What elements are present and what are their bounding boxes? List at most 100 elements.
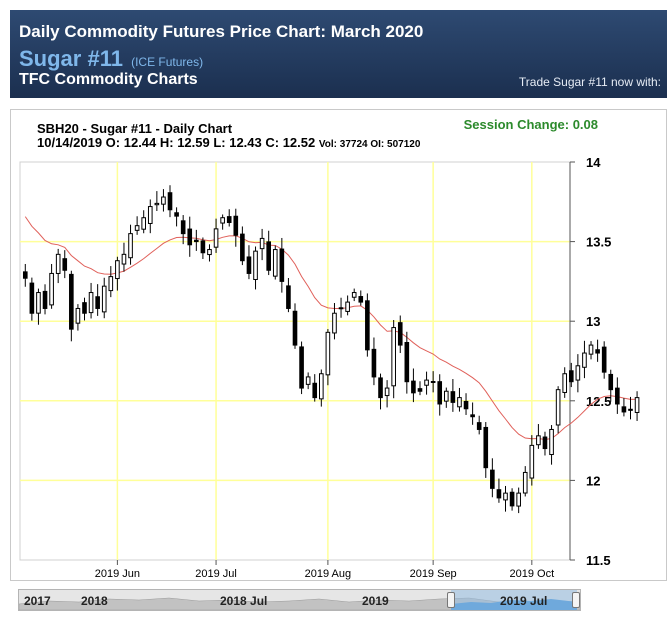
candle-body: [42, 290, 48, 309]
candle-body: [286, 285, 291, 309]
trade-link[interactable]: Trade Sugar #11 now with:: [518, 75, 661, 89]
candle-body: [555, 389, 561, 426]
chart-symbol-line: SBH20 - Sugar #11 - Daily Chart: [37, 121, 233, 136]
candle-body: [49, 272, 54, 306]
candle-body: [226, 216, 232, 223]
candle-body: [404, 341, 410, 383]
chart-ohlc-line: 10/14/2019 O: 12.44 H: 12.59 L: 12.43 C:…: [37, 135, 420, 150]
candle-body: [443, 390, 449, 402]
candle-body: [161, 196, 166, 205]
x-tick-label: 2019 Aug: [305, 568, 352, 580]
candle-body: [582, 352, 587, 368]
x-tick-label: 2019 Sep: [410, 568, 457, 580]
candle-body: [141, 217, 147, 230]
candle-body: [88, 292, 94, 314]
candle-body: [568, 370, 574, 383]
candle-body: [62, 258, 68, 271]
candle-body: [516, 492, 521, 507]
candle-body: [496, 489, 502, 499]
candle-body: [22, 271, 28, 279]
candle-body: [207, 249, 212, 256]
candle-body: [101, 285, 107, 313]
candle-body: [371, 348, 377, 378]
candle-body: [233, 215, 239, 236]
candle-body: [82, 302, 87, 314]
candle-body: [358, 296, 364, 303]
candle-body: [437, 381, 443, 405]
candle-body: [128, 233, 133, 259]
candle-body: [279, 248, 285, 282]
candle-body: [187, 228, 193, 246]
commodity-name[interactable]: Sugar #11 (ICE Futures): [19, 46, 203, 72]
candle-body: [417, 388, 423, 392]
candle-body: [194, 239, 199, 243]
candle-body: [147, 206, 153, 224]
candle-body: [332, 312, 337, 334]
y-tick-label: 14: [586, 155, 601, 170]
session-change: Session Change: 0.08: [463, 117, 598, 132]
navigator-left-handle[interactable]: [447, 592, 455, 608]
candle-body: [299, 346, 304, 389]
moving-average-line: [24, 216, 638, 441]
candle-body: [397, 322, 403, 346]
exchange-label[interactable]: (ICE Futures): [131, 55, 204, 69]
y-tick-label: 11.5: [586, 553, 611, 568]
site-subtitle: TFC Commodity Charts: [19, 71, 198, 88]
candle-body: [272, 249, 278, 277]
candle-body: [213, 228, 219, 248]
candle-body: [154, 202, 160, 206]
candle-body: [292, 310, 298, 346]
navigator-selection-area: [451, 599, 577, 610]
y-tick-label: 13.5: [586, 235, 611, 250]
candle-body: [615, 387, 620, 405]
candle-body: [240, 233, 245, 262]
candle-body: [411, 380, 416, 394]
nav-label-2017: 2017: [24, 594, 51, 608]
candle-body: [483, 426, 489, 469]
candle-body: [305, 376, 311, 385]
candle-body: [457, 397, 462, 408]
candle-body: [325, 331, 331, 376]
candle-body: [522, 471, 528, 494]
candle-body: [365, 300, 370, 351]
ohlc-values: 10/14/2019 O: 12.44 H: 12.59 L: 12.43 C:…: [37, 135, 316, 150]
y-tick-label: 12.5: [586, 394, 611, 409]
candle-body: [75, 307, 81, 324]
candle-body: [450, 391, 456, 403]
candle-body: [259, 237, 265, 250]
candle-body: [634, 397, 640, 413]
candle-body: [621, 406, 627, 413]
candle-body: [319, 373, 324, 400]
y-tick-label: 12: [586, 473, 600, 488]
candle-body: [180, 220, 186, 235]
candle-body: [562, 373, 568, 393]
candle-body: [266, 241, 271, 271]
commodity-name-text[interactable]: Sugar #11: [19, 46, 123, 71]
candle-body: [490, 469, 495, 489]
candle-body: [69, 273, 74, 330]
candle-body: [29, 282, 35, 314]
candle-body: [36, 292, 41, 314]
candle-body: [351, 292, 357, 298]
nav-label-2019-jul: 2019 Jul: [500, 594, 548, 608]
x-tick-label: 2019 Oct: [509, 568, 554, 580]
header-banner: Daily Commodity Futures Price Chart: Mar…: [10, 10, 667, 98]
candle-body: [108, 276, 114, 292]
range-navigator[interactable]: 2017 2018 2018 Jul 2019 2019 Jul: [18, 589, 581, 611]
candle-body: [536, 435, 541, 446]
navigator-right-handle[interactable]: [572, 592, 580, 608]
candle-body: [121, 253, 127, 265]
candle-body: [549, 428, 554, 456]
candle-body: [134, 225, 140, 231]
candle-body: [345, 301, 350, 312]
page-title: Daily Commodity Futures Price Chart: Mar…: [19, 22, 424, 41]
candle-body: [220, 217, 225, 224]
candle-body: [167, 192, 173, 211]
vol-oi-values: Vol: 37724 OI: 507120: [318, 139, 421, 150]
candle-body: [503, 492, 508, 501]
candle-body: [463, 400, 469, 410]
candle-body: [312, 382, 318, 399]
candle-body: [338, 307, 344, 310]
candle-body: [253, 250, 258, 280]
